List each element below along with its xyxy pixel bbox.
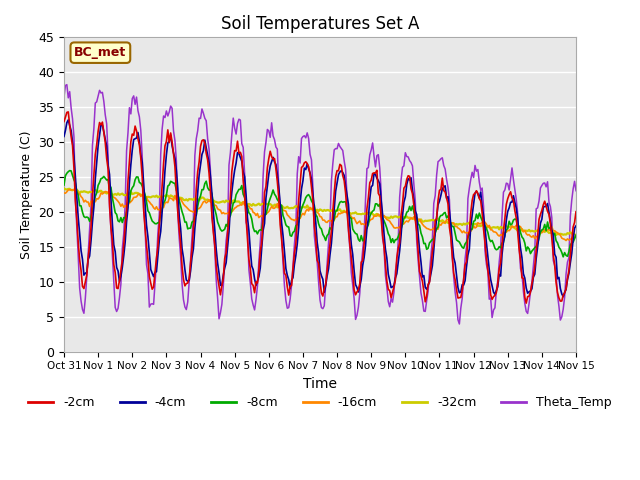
-32cm (74, 189, 82, 194)
-4cm (353, 285, 361, 290)
Theta_Temp (513, 196, 520, 202)
-32cm (369, 211, 376, 217)
-2cm (76, 257, 83, 263)
-2cm (511, 208, 518, 214)
-2cm (65, 109, 72, 115)
Theta_Temp (456, 321, 463, 327)
-4cm (157, 228, 164, 234)
-8cm (66, 168, 74, 173)
-32cm (552, 232, 560, 238)
X-axis label: Time: Time (303, 377, 337, 391)
-16cm (60, 190, 68, 196)
Theta_Temp (60, 94, 68, 100)
-16cm (370, 213, 378, 219)
Theta_Temp (370, 154, 378, 159)
-8cm (353, 231, 361, 237)
-32cm (572, 232, 580, 238)
Line: -2cm: -2cm (64, 112, 576, 303)
-4cm (572, 223, 580, 228)
-2cm (353, 289, 361, 295)
-16cm (572, 234, 580, 240)
Theta_Temp (76, 285, 83, 291)
-4cm (370, 170, 378, 176)
-8cm (381, 221, 389, 227)
Theta_Temp (353, 312, 361, 318)
-32cm (352, 209, 360, 215)
Line: -16cm: -16cm (64, 190, 576, 240)
Line: -4cm: -4cm (64, 120, 576, 297)
-32cm (380, 214, 388, 219)
Text: BC_met: BC_met (74, 46, 127, 59)
Theta_Temp (63, 82, 70, 87)
Line: Theta_Temp: Theta_Temp (64, 84, 576, 324)
-2cm (572, 209, 580, 215)
-32cm (156, 193, 163, 199)
-4cm (381, 246, 389, 252)
-8cm (511, 216, 518, 222)
-2cm (522, 300, 530, 306)
Theta_Temp (381, 273, 389, 278)
Theta_Temp (157, 152, 164, 157)
Line: -8cm: -8cm (64, 170, 576, 257)
-2cm (157, 204, 164, 210)
-4cm (60, 133, 68, 139)
-8cm (60, 182, 68, 188)
Y-axis label: Soil Temperature (C): Soil Temperature (C) (20, 130, 33, 259)
Theta_Temp (572, 188, 580, 193)
-4cm (65, 117, 72, 123)
-16cm (76, 191, 83, 197)
-4cm (559, 294, 567, 300)
Line: -32cm: -32cm (64, 189, 576, 235)
-32cm (509, 224, 517, 230)
-2cm (370, 170, 378, 176)
-8cm (572, 232, 580, 238)
-16cm (381, 215, 389, 220)
-16cm (157, 207, 164, 213)
-4cm (511, 199, 518, 205)
-16cm (562, 238, 570, 243)
Legend: -2cm, -4cm, -8cm, -16cm, -32cm, Theta_Temp: -2cm, -4cm, -8cm, -16cm, -32cm, Theta_Te… (23, 391, 617, 414)
-8cm (157, 211, 164, 216)
-4cm (76, 230, 83, 236)
-2cm (60, 119, 68, 124)
-2cm (381, 262, 389, 267)
-16cm (68, 187, 76, 192)
-8cm (559, 254, 567, 260)
-8cm (76, 203, 83, 209)
-32cm (60, 186, 68, 192)
-16cm (511, 224, 518, 230)
-16cm (353, 221, 361, 227)
Title: Soil Temperatures Set A: Soil Temperatures Set A (221, 15, 419, 33)
-8cm (370, 207, 378, 213)
